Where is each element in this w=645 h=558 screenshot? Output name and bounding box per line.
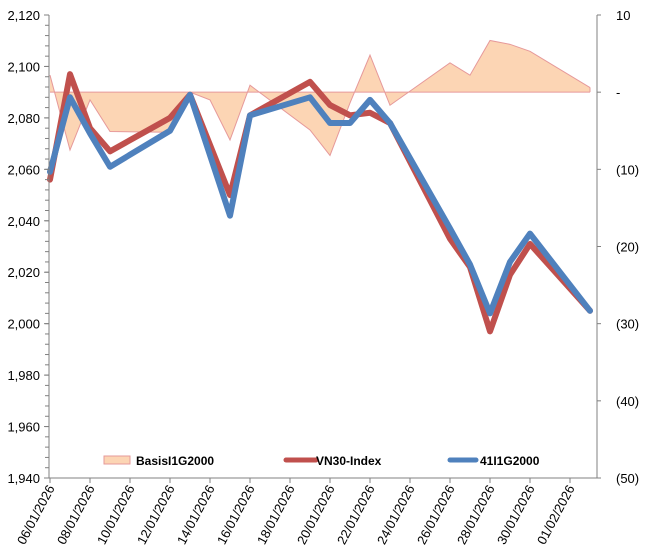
x-axis-tick-label: 18/01/2026 <box>254 482 298 547</box>
legend-label-basis: BasisI1G2000 <box>136 454 214 468</box>
right-axis-ticks: 10 - (10) (20) (30) (40) (50) <box>597 8 639 486</box>
legend-label-41i1g2000: 41I1G2000 <box>480 454 540 468</box>
right-axis-tick-label: - <box>616 85 620 100</box>
right-axis-tick-label: 10 <box>616 8 630 23</box>
right-axis-tick-label: (20) <box>616 240 639 255</box>
x-axis-tick-label: 12/01/2026 <box>134 482 178 547</box>
right-axis-tick-label: (30) <box>616 317 639 332</box>
right-axis-tick-label: (50) <box>616 471 639 486</box>
x-axis-tick-label: 30/01/2026 <box>494 482 538 547</box>
left-axis-tick-label: 2,100 <box>7 59 40 74</box>
x-axis-tick-label: 16/01/2026 <box>214 482 258 547</box>
left-axis-tick-label: 2,020 <box>7 265 40 280</box>
right-axis-tick-label: (10) <box>616 162 639 177</box>
left-axis-tick-label: 2,120 <box>7 8 40 23</box>
x-axis-tick-label: 08/01/2026 <box>54 482 98 547</box>
x-axis-tick-label: 10/01/2026 <box>94 482 138 547</box>
x-axis-tick-label: 14/01/2026 <box>174 482 218 547</box>
legend-swatch-basis <box>103 455 131 465</box>
x-axis-tick-label: 01/02/2026 <box>534 482 578 547</box>
left-axis-tick-label: 2,040 <box>7 214 40 229</box>
left-axis-tick-label: 2,060 <box>7 162 40 177</box>
legend-label-vn30: VN30-Index <box>316 454 382 468</box>
left-axis-ticks: 2,120 2,100 2,080 2,060 2,040 2,020 2,000 1,980… <box>7 8 49 486</box>
x-axis-ticks: 06/01/202608/01/202610/01/202612/01/2026… <box>14 478 578 547</box>
left-axis-tick-label: 1,960 <box>7 420 40 435</box>
left-axis-tick-label: 1,940 <box>7 471 40 486</box>
right-axis-tick-label: (40) <box>616 394 639 409</box>
x-axis-tick-label: 06/01/2026 <box>14 482 58 547</box>
41i1g2000-line <box>47 91 593 317</box>
x-axis-tick-label: 20/01/2026 <box>294 482 338 547</box>
x-axis-tick-label: 26/01/2026 <box>414 482 458 547</box>
x-axis-tick-label: 22/01/2026 <box>334 482 378 547</box>
left-axis-tick-label: 2,000 <box>7 317 40 332</box>
basis-area-outline <box>49 39 591 157</box>
line-series-group <box>47 71 593 335</box>
x-axis-tick-label: 28/01/2026 <box>454 482 498 547</box>
left-axis-tick-label: 1,980 <box>7 368 40 383</box>
left-axis-tick-label: 2,080 <box>7 111 40 126</box>
x-axis-tick-label: 24/01/2026 <box>374 482 418 547</box>
legend: BasisI1G2000 VN30-Index 41I1G2000 <box>103 454 540 468</box>
vn30-index-line <box>47 71 593 335</box>
